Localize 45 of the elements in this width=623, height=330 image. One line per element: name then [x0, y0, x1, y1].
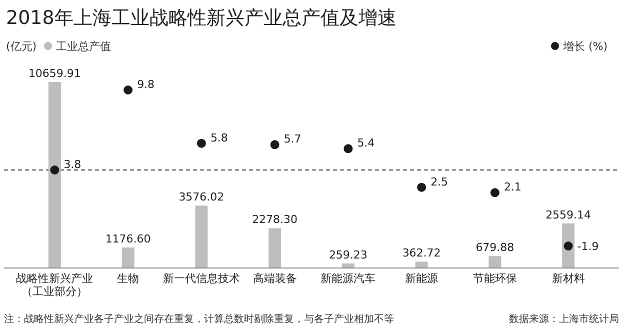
x-tick-label: 新一代信息技术	[162, 272, 240, 285]
point	[417, 182, 426, 192]
data-label: 10659.91	[28, 67, 81, 80]
bar	[415, 262, 428, 268]
point	[270, 140, 280, 150]
data-label: 2278.30	[252, 213, 298, 226]
point	[344, 144, 353, 154]
bar	[268, 228, 282, 268]
point	[124, 86, 133, 94]
x-tick-label: 节能环保	[472, 272, 517, 285]
text: 注：战略性新兴产业各子产业之间存在重复，计算总数时剔除重复，与各子产业相加不等	[4, 313, 394, 325]
x-tick-label: 新能源汽车	[320, 272, 376, 285]
legend-label: 增长 (%)	[562, 40, 608, 53]
data-label: 3576.02	[178, 190, 224, 204]
bar	[195, 206, 208, 268]
data-label: 5.7	[284, 132, 302, 146]
x-tick-label: 高端装备	[252, 272, 297, 285]
x-tick-label: 新材料	[552, 272, 585, 285]
data-label: 362.72	[402, 246, 441, 260]
bar	[48, 82, 61, 268]
legend-label: 工业总产值	[56, 40, 111, 53]
legend-工业总产值: 工业总产值	[44, 40, 111, 53]
data-label: 5.4	[357, 136, 375, 150]
x-tick-label: 新能源	[405, 272, 438, 285]
data-label: 1176.60	[105, 232, 151, 246]
data-label: 5.8	[210, 131, 228, 144]
x-tick-label: 生物	[117, 272, 140, 285]
data-label: 259.23	[328, 248, 368, 262]
data-label: 2.1	[504, 180, 522, 194]
data-label: 9.8	[137, 78, 155, 91]
bar	[122, 247, 134, 268]
chart-title: 2018年上海工业战略性新兴产业总产值及增速	[6, 7, 396, 29]
bar	[488, 256, 502, 268]
point	[564, 242, 573, 250]
data-label: 2559.14	[546, 208, 592, 222]
data-label: 3.8	[64, 158, 82, 171]
data-label: 2.5	[430, 175, 448, 188]
point	[196, 138, 206, 148]
point	[50, 166, 60, 174]
data-label: 679.88	[476, 241, 514, 254]
point	[490, 188, 500, 198]
x-tick-label: 战略性新兴产业（工业部分）	[16, 272, 94, 298]
source-note: 数据来源：上海市统计局	[509, 313, 619, 325]
data-label: -1.9	[577, 240, 599, 253]
y-axis-title: (亿元)	[6, 40, 37, 53]
